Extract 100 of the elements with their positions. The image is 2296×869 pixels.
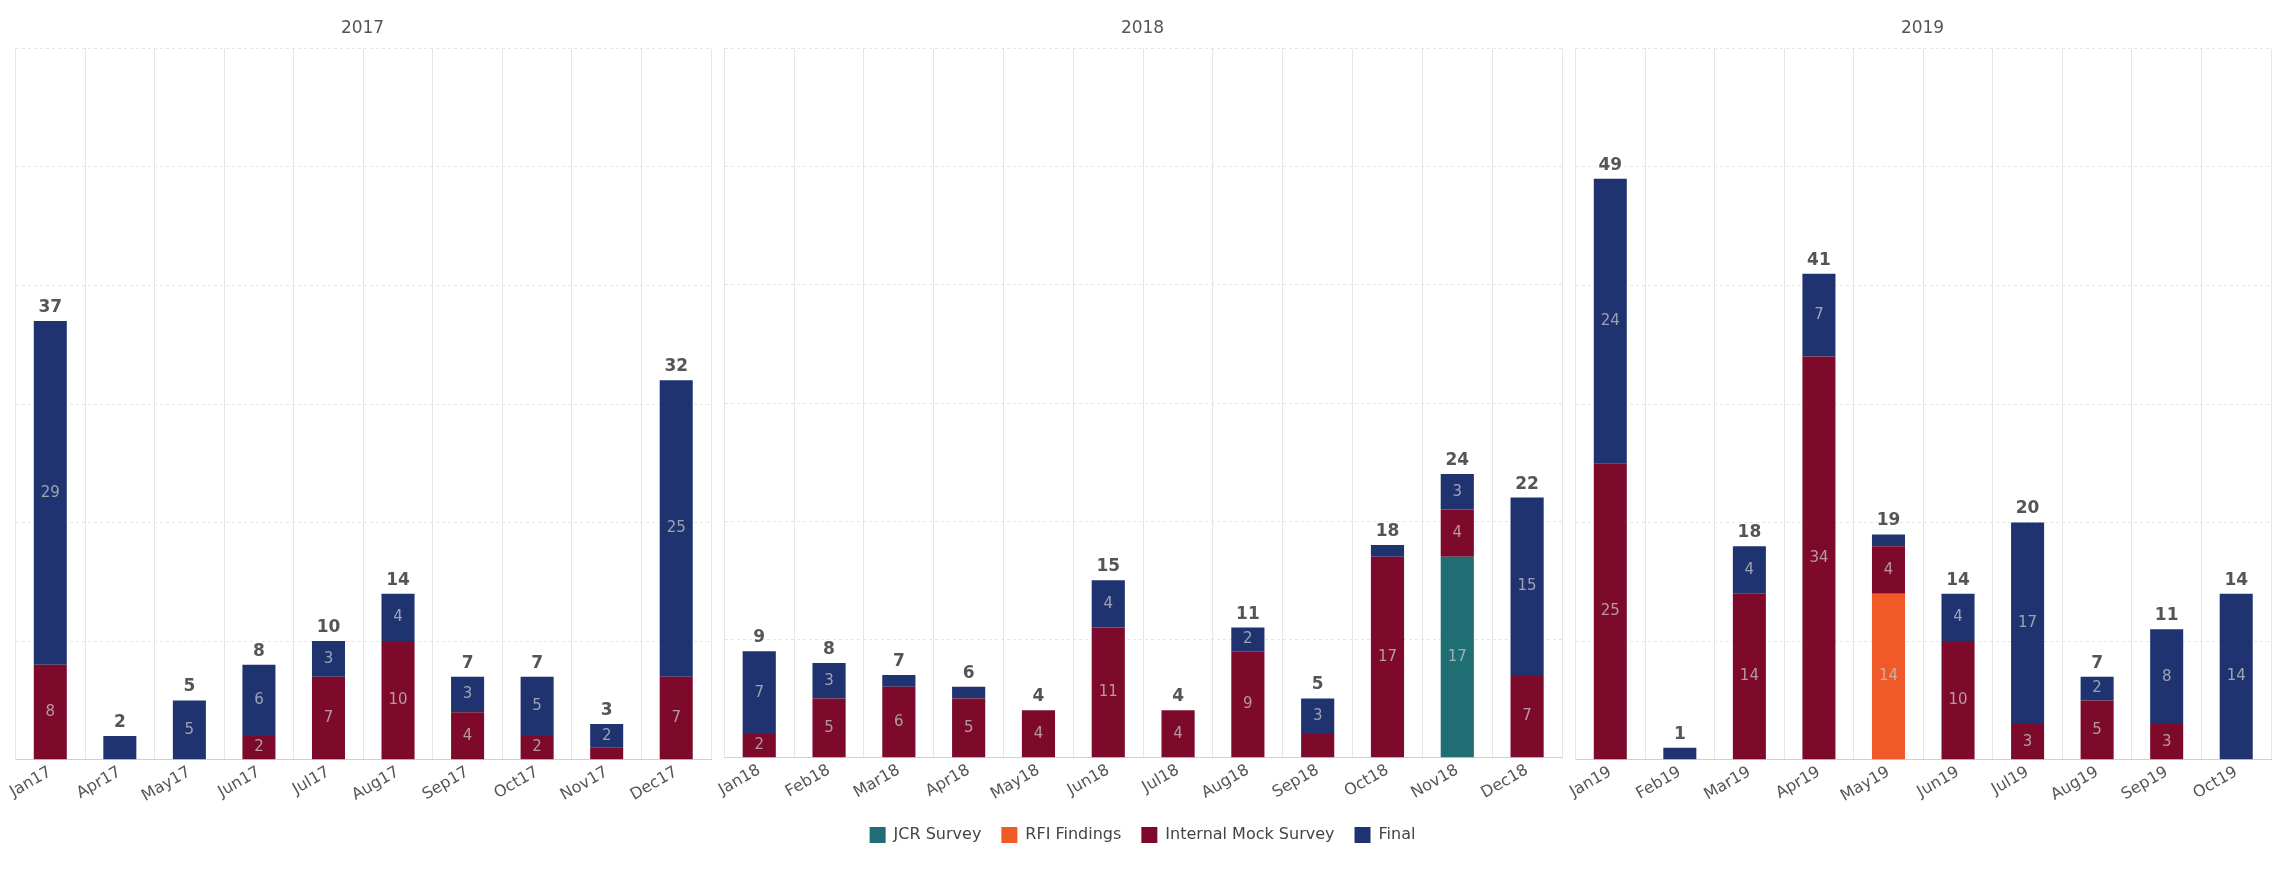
total-label: 11 <box>1236 602 1260 623</box>
total-label: 20 <box>2015 497 2040 518</box>
chart-title: 2018 <box>1120 16 1165 37</box>
bar <box>1161 710 1195 758</box>
data-label: 17 <box>2018 613 2038 632</box>
legend-label: RFI Findings <box>1025 824 1122 844</box>
total-label: 4 <box>1032 685 1045 706</box>
data-label: 3 <box>824 670 834 689</box>
total-label: 5 <box>183 675 196 696</box>
data-label: 5 <box>532 696 542 715</box>
bar <box>952 686 986 699</box>
bar <box>103 735 137 760</box>
total-label: 11 <box>2154 604 2179 625</box>
data-label: 2 <box>532 737 542 756</box>
data-label: 7 <box>1522 705 1532 724</box>
total-label: 24 <box>1445 448 1470 469</box>
data-label: 24 <box>1600 310 1620 329</box>
bar <box>451 712 485 760</box>
bar <box>242 735 276 760</box>
bar <box>1871 546 1905 594</box>
bar <box>1871 534 1905 547</box>
data-label: 17 <box>1377 646 1398 665</box>
total-label: 7 <box>2091 651 2104 672</box>
data-label: 4 <box>1953 607 1963 626</box>
bar <box>1440 509 1474 557</box>
bar <box>1802 356 1836 760</box>
total-label: 7 <box>892 649 905 670</box>
total-label: 10 <box>316 616 341 637</box>
legend-label: JCR Survey <box>892 824 982 844</box>
data-label: 7 <box>323 707 334 726</box>
total-label: 15 <box>1096 555 1121 576</box>
bar <box>882 686 916 758</box>
data-label: 10 <box>1948 690 1968 709</box>
data-label: 7 <box>671 707 681 726</box>
data-label: 15 <box>1517 576 1537 595</box>
bar <box>1440 473 1474 510</box>
total-label: 18 <box>1375 519 1400 540</box>
data-label: 14 <box>1878 666 1899 685</box>
bar <box>882 674 916 687</box>
total-label: 1 <box>1673 722 1686 743</box>
bar <box>2011 522 2045 725</box>
bar <box>590 724 624 748</box>
data-label: 25 <box>666 518 686 537</box>
data-label: 4 <box>1103 593 1114 612</box>
bar <box>2080 676 2114 701</box>
total-label: 14 <box>2224 568 2249 589</box>
bar <box>1091 627 1125 758</box>
bar <box>812 698 846 758</box>
data-label: 2 <box>254 737 264 756</box>
total-label: 7 <box>531 651 544 672</box>
data-label: 11 <box>1098 682 1118 701</box>
total-label: 2 <box>113 710 126 731</box>
bar <box>451 676 485 713</box>
data-label: 2 <box>601 725 612 744</box>
bar <box>1440 556 1474 758</box>
bar <box>33 664 67 760</box>
data-label: 3 <box>1312 706 1323 725</box>
data-label: 6 <box>254 690 264 709</box>
bar <box>1593 463 1627 760</box>
bar <box>2011 724 2045 760</box>
legend-label: Final <box>1378 824 1416 844</box>
bar <box>1593 178 1627 464</box>
data-label: 4 <box>1744 559 1755 578</box>
total-label: 14 <box>386 568 411 589</box>
bar <box>1871 593 1905 760</box>
data-label: 2 <box>2092 678 2102 697</box>
bar <box>1732 593 1766 760</box>
bar <box>590 747 624 760</box>
data-label: 3 <box>1452 481 1463 500</box>
total-label: 7 <box>461 651 474 672</box>
bar <box>659 380 693 677</box>
bar <box>1941 641 1975 760</box>
bar <box>1802 273 1836 357</box>
data-label: 4 <box>1452 522 1463 541</box>
data-label: 4 <box>1883 559 1894 578</box>
bar <box>1732 546 1766 594</box>
total-label: 14 <box>1946 568 1971 589</box>
bar <box>2219 593 2253 760</box>
data-label: 14 <box>1739 666 1759 685</box>
bar <box>1021 710 1056 758</box>
total-label: 4 <box>1172 685 1185 706</box>
total-label: 32 <box>664 355 689 376</box>
bar <box>2150 724 2184 760</box>
total-label: 8 <box>253 639 265 660</box>
bar <box>1231 651 1265 758</box>
bar <box>381 641 415 760</box>
data-label: 6 <box>894 711 904 730</box>
total-label: 9 <box>753 626 766 647</box>
total-label: 8 <box>823 638 835 659</box>
bar <box>1091 580 1125 628</box>
data-label: 5 <box>963 717 974 736</box>
data-label: 17 <box>1447 646 1467 665</box>
bar <box>659 676 693 760</box>
bar <box>381 593 415 642</box>
bar <box>33 321 67 665</box>
bar <box>1231 627 1265 652</box>
total-label: 6 <box>962 661 975 682</box>
bar <box>1941 593 1975 642</box>
data-label: 9 <box>1243 694 1253 713</box>
total-label: 37 <box>38 295 63 316</box>
